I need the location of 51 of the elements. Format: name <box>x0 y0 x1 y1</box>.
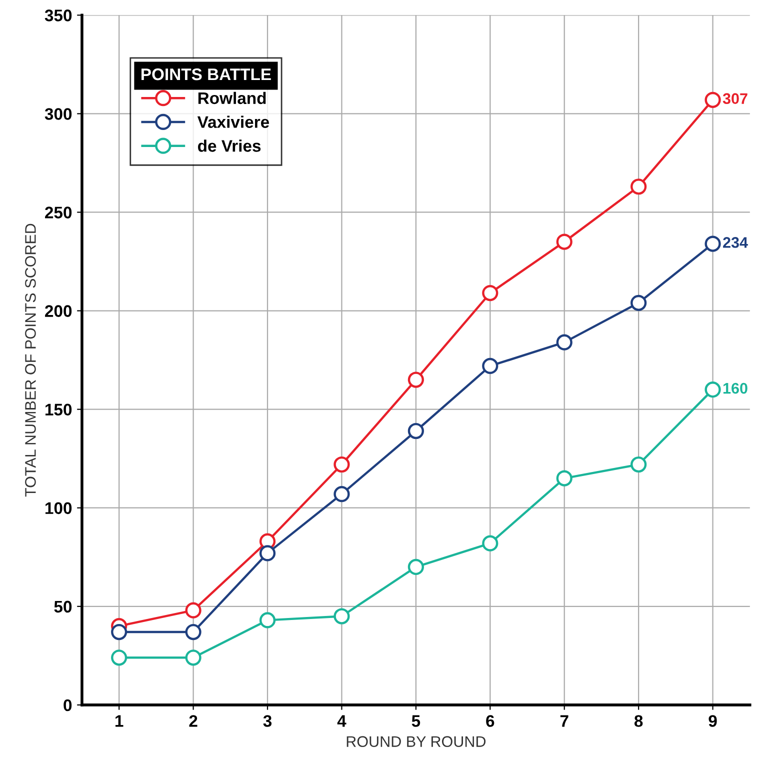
x-tick-label: 4 <box>337 715 346 727</box>
y-tick-label: 0 <box>64 699 72 712</box>
point <box>408 372 424 388</box>
y-tick-label: 100 <box>45 502 72 514</box>
point <box>704 92 721 108</box>
y-tick-label: 150 <box>45 404 72 416</box>
point <box>334 608 350 624</box>
point <box>185 624 202 640</box>
point <box>482 535 498 552</box>
point <box>556 234 572 250</box>
x-tick-label: 5 <box>412 715 420 727</box>
x-tick-label: 1 <box>115 715 124 727</box>
y-axis-title: TOTAL NUMBER OF POINTS SCORED <box>25 224 36 497</box>
x-axis-title: ROUND BY ROUND <box>346 736 486 747</box>
legend-label: Rowland <box>198 92 266 104</box>
point <box>408 422 424 440</box>
legend-label: de Vries <box>198 140 261 152</box>
x-tick-label: 8 <box>634 715 643 727</box>
point <box>259 545 276 562</box>
point <box>111 650 128 666</box>
point <box>334 486 350 502</box>
point <box>259 612 276 628</box>
point <box>334 456 350 473</box>
data-label: 307 <box>722 93 748 104</box>
point <box>704 382 721 398</box>
point <box>482 358 498 374</box>
point <box>556 334 572 350</box>
legend-label: Vaxiviere <box>197 116 270 128</box>
y-tick-label: 350 <box>44 10 72 22</box>
legend-title: POINTS BATTLE <box>141 68 271 80</box>
x-tick-label: 6 <box>486 715 494 727</box>
point <box>556 470 572 486</box>
point <box>482 284 498 302</box>
point <box>111 624 128 640</box>
point <box>408 558 424 576</box>
y-tick-label: 300 <box>44 108 72 120</box>
point <box>630 178 647 195</box>
point <box>185 602 202 618</box>
data-label: 234 <box>723 237 748 248</box>
y-tick-label: 250 <box>45 206 72 218</box>
x-tick-label: 7 <box>560 715 568 727</box>
point <box>185 650 202 666</box>
x-tick-label: 3 <box>263 715 272 727</box>
point <box>704 236 721 252</box>
y-tick-label: 200 <box>45 305 72 317</box>
x-tick-label: 9 <box>708 715 717 727</box>
data-label: 160 <box>723 382 748 394</box>
point <box>630 456 647 473</box>
x-tick-label: 2 <box>189 715 198 727</box>
point <box>630 294 647 311</box>
y-tick-label: 50 <box>54 600 72 613</box>
